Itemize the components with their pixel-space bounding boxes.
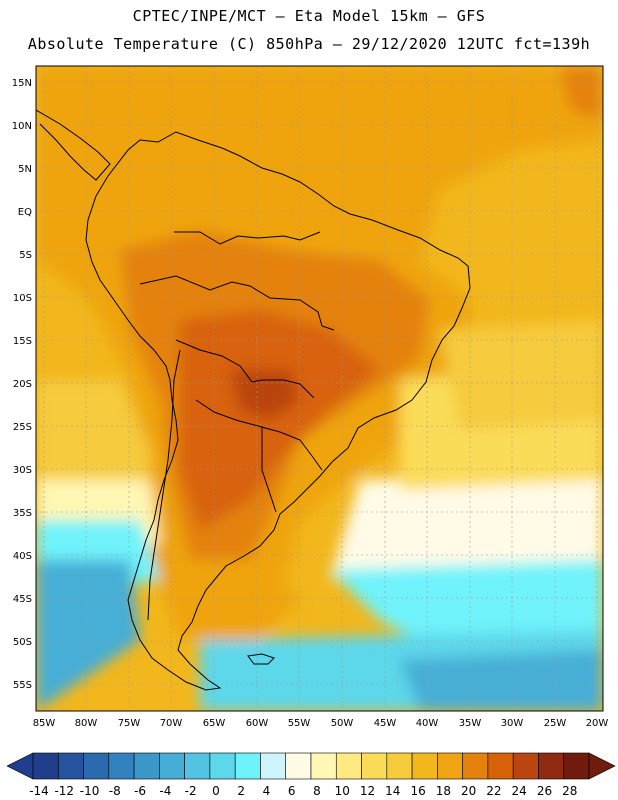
lon-label: 35W xyxy=(459,718,482,729)
lat-label: 20S xyxy=(13,379,32,390)
colorbar-label: 26 xyxy=(537,784,552,798)
colorbar-label: -4 xyxy=(159,784,171,798)
lon-label: 65W xyxy=(203,718,226,729)
lat-label: 10N xyxy=(12,121,32,132)
lon-label: 70W xyxy=(160,718,183,729)
colorbar-swatch xyxy=(209,752,236,780)
colorbar-label: -2 xyxy=(185,784,197,798)
colorbar-swatch xyxy=(83,752,110,780)
colorbar-label: -8 xyxy=(109,784,121,798)
lon-label: 55W xyxy=(288,718,311,729)
temperature-field xyxy=(36,66,603,711)
lon-label: 40W xyxy=(416,718,439,729)
colorbar-label: -10 xyxy=(80,784,100,798)
colorbar: -14 -12 -10 -8 -6 -4 -2 0 2 4 6 8 10 12 14 16 18 20 22 24 26… xyxy=(6,752,616,798)
colorbar-label: 24 xyxy=(512,784,527,798)
colorbar-label: 4 xyxy=(263,784,271,798)
colorbar-swatch xyxy=(234,752,261,780)
colorbar-swatch xyxy=(57,752,84,780)
colorbar-label: 0 xyxy=(212,784,220,798)
colorbar-swatch xyxy=(563,752,590,780)
lon-label: 30W xyxy=(501,718,524,729)
lat-label: 15S xyxy=(13,336,32,347)
lat-label: 40S xyxy=(13,551,32,562)
colorbar-swatch xyxy=(512,752,539,780)
colorbar-swatch xyxy=(411,752,438,780)
coastline xyxy=(36,109,471,691)
colorbar-label: 8 xyxy=(313,784,321,798)
lon-label: 85W xyxy=(33,718,56,729)
title-line-1: CPTEC/INPE/MCT – Eta Model 15km – GFS xyxy=(132,7,486,25)
colorbar-label: -6 xyxy=(134,784,146,798)
lon-label: 60W xyxy=(246,718,269,729)
colorbar-swatch xyxy=(538,752,565,780)
colorbar-swatch xyxy=(487,752,514,780)
lon-label: 80W xyxy=(75,718,98,729)
lat-label: 45S xyxy=(13,594,32,605)
colorbar-label: -12 xyxy=(54,784,74,798)
colorbar-label: 22 xyxy=(486,784,501,798)
colorbar-swatch xyxy=(285,752,312,780)
map-frame xyxy=(35,65,604,712)
lat-label: EQ xyxy=(18,207,32,218)
lat-label: 35S xyxy=(13,508,32,519)
lat-label: 10S xyxy=(13,293,32,304)
colorbar-swatch xyxy=(108,752,135,780)
longitude-axis: 85W 80W 75W 70W 65W 60W 55W 50W 45W 40W … xyxy=(33,718,609,729)
colorbar-label: 10 xyxy=(335,784,350,798)
lat-label: 55S xyxy=(13,680,32,691)
colorbar-swatch xyxy=(133,752,160,780)
colorbar-swatch xyxy=(32,752,59,780)
lat-label: 30S xyxy=(13,465,32,476)
lon-label: 45W xyxy=(374,718,397,729)
lat-label: 50S xyxy=(13,637,32,648)
colorbar-swatch xyxy=(260,752,287,780)
title-line-2: Absolute Temperature (C) 850hPa – 29/12/… xyxy=(27,35,591,53)
colorbar-swatch xyxy=(462,752,489,780)
latitude-axis: 15N 10N 5N EQ 5S 10S 15S 20S 25S 30S 35S… xyxy=(12,78,32,691)
colorbar-label: 20 xyxy=(461,784,476,798)
colorbar-swatch xyxy=(335,752,362,780)
colorbar-swatch xyxy=(386,752,413,780)
colorbar-label: 18 xyxy=(436,784,451,798)
colorbar-label: 2 xyxy=(237,784,245,798)
colorbar-label: 14 xyxy=(385,784,400,798)
lat-label: 5S xyxy=(19,250,32,261)
colorbar-swatch xyxy=(159,752,185,780)
lon-label: 20W xyxy=(586,718,609,729)
lon-label: 75W xyxy=(118,718,141,729)
lat-label: 15N xyxy=(12,78,32,89)
south-america-outline xyxy=(85,131,471,691)
colorbar-swatch xyxy=(310,752,337,780)
colorbar-label: 6 xyxy=(288,784,296,798)
colorbar-label: 28 xyxy=(562,784,577,798)
colorbar-swatch xyxy=(184,752,211,780)
colorbar-label: 12 xyxy=(360,784,375,798)
colorbar-max-arrow xyxy=(588,752,616,780)
colorbar-min-arrow xyxy=(6,752,34,780)
lat-label: 25S xyxy=(13,422,32,433)
colorbar-label: -14 xyxy=(29,784,49,798)
colorbar-label: 16 xyxy=(410,784,425,798)
colorbar-swatch xyxy=(361,752,388,780)
colorbar-swatch xyxy=(437,752,463,780)
lat-label: 5N xyxy=(18,164,32,175)
lon-label: 25W xyxy=(544,718,567,729)
lon-label: 50W xyxy=(331,718,354,729)
